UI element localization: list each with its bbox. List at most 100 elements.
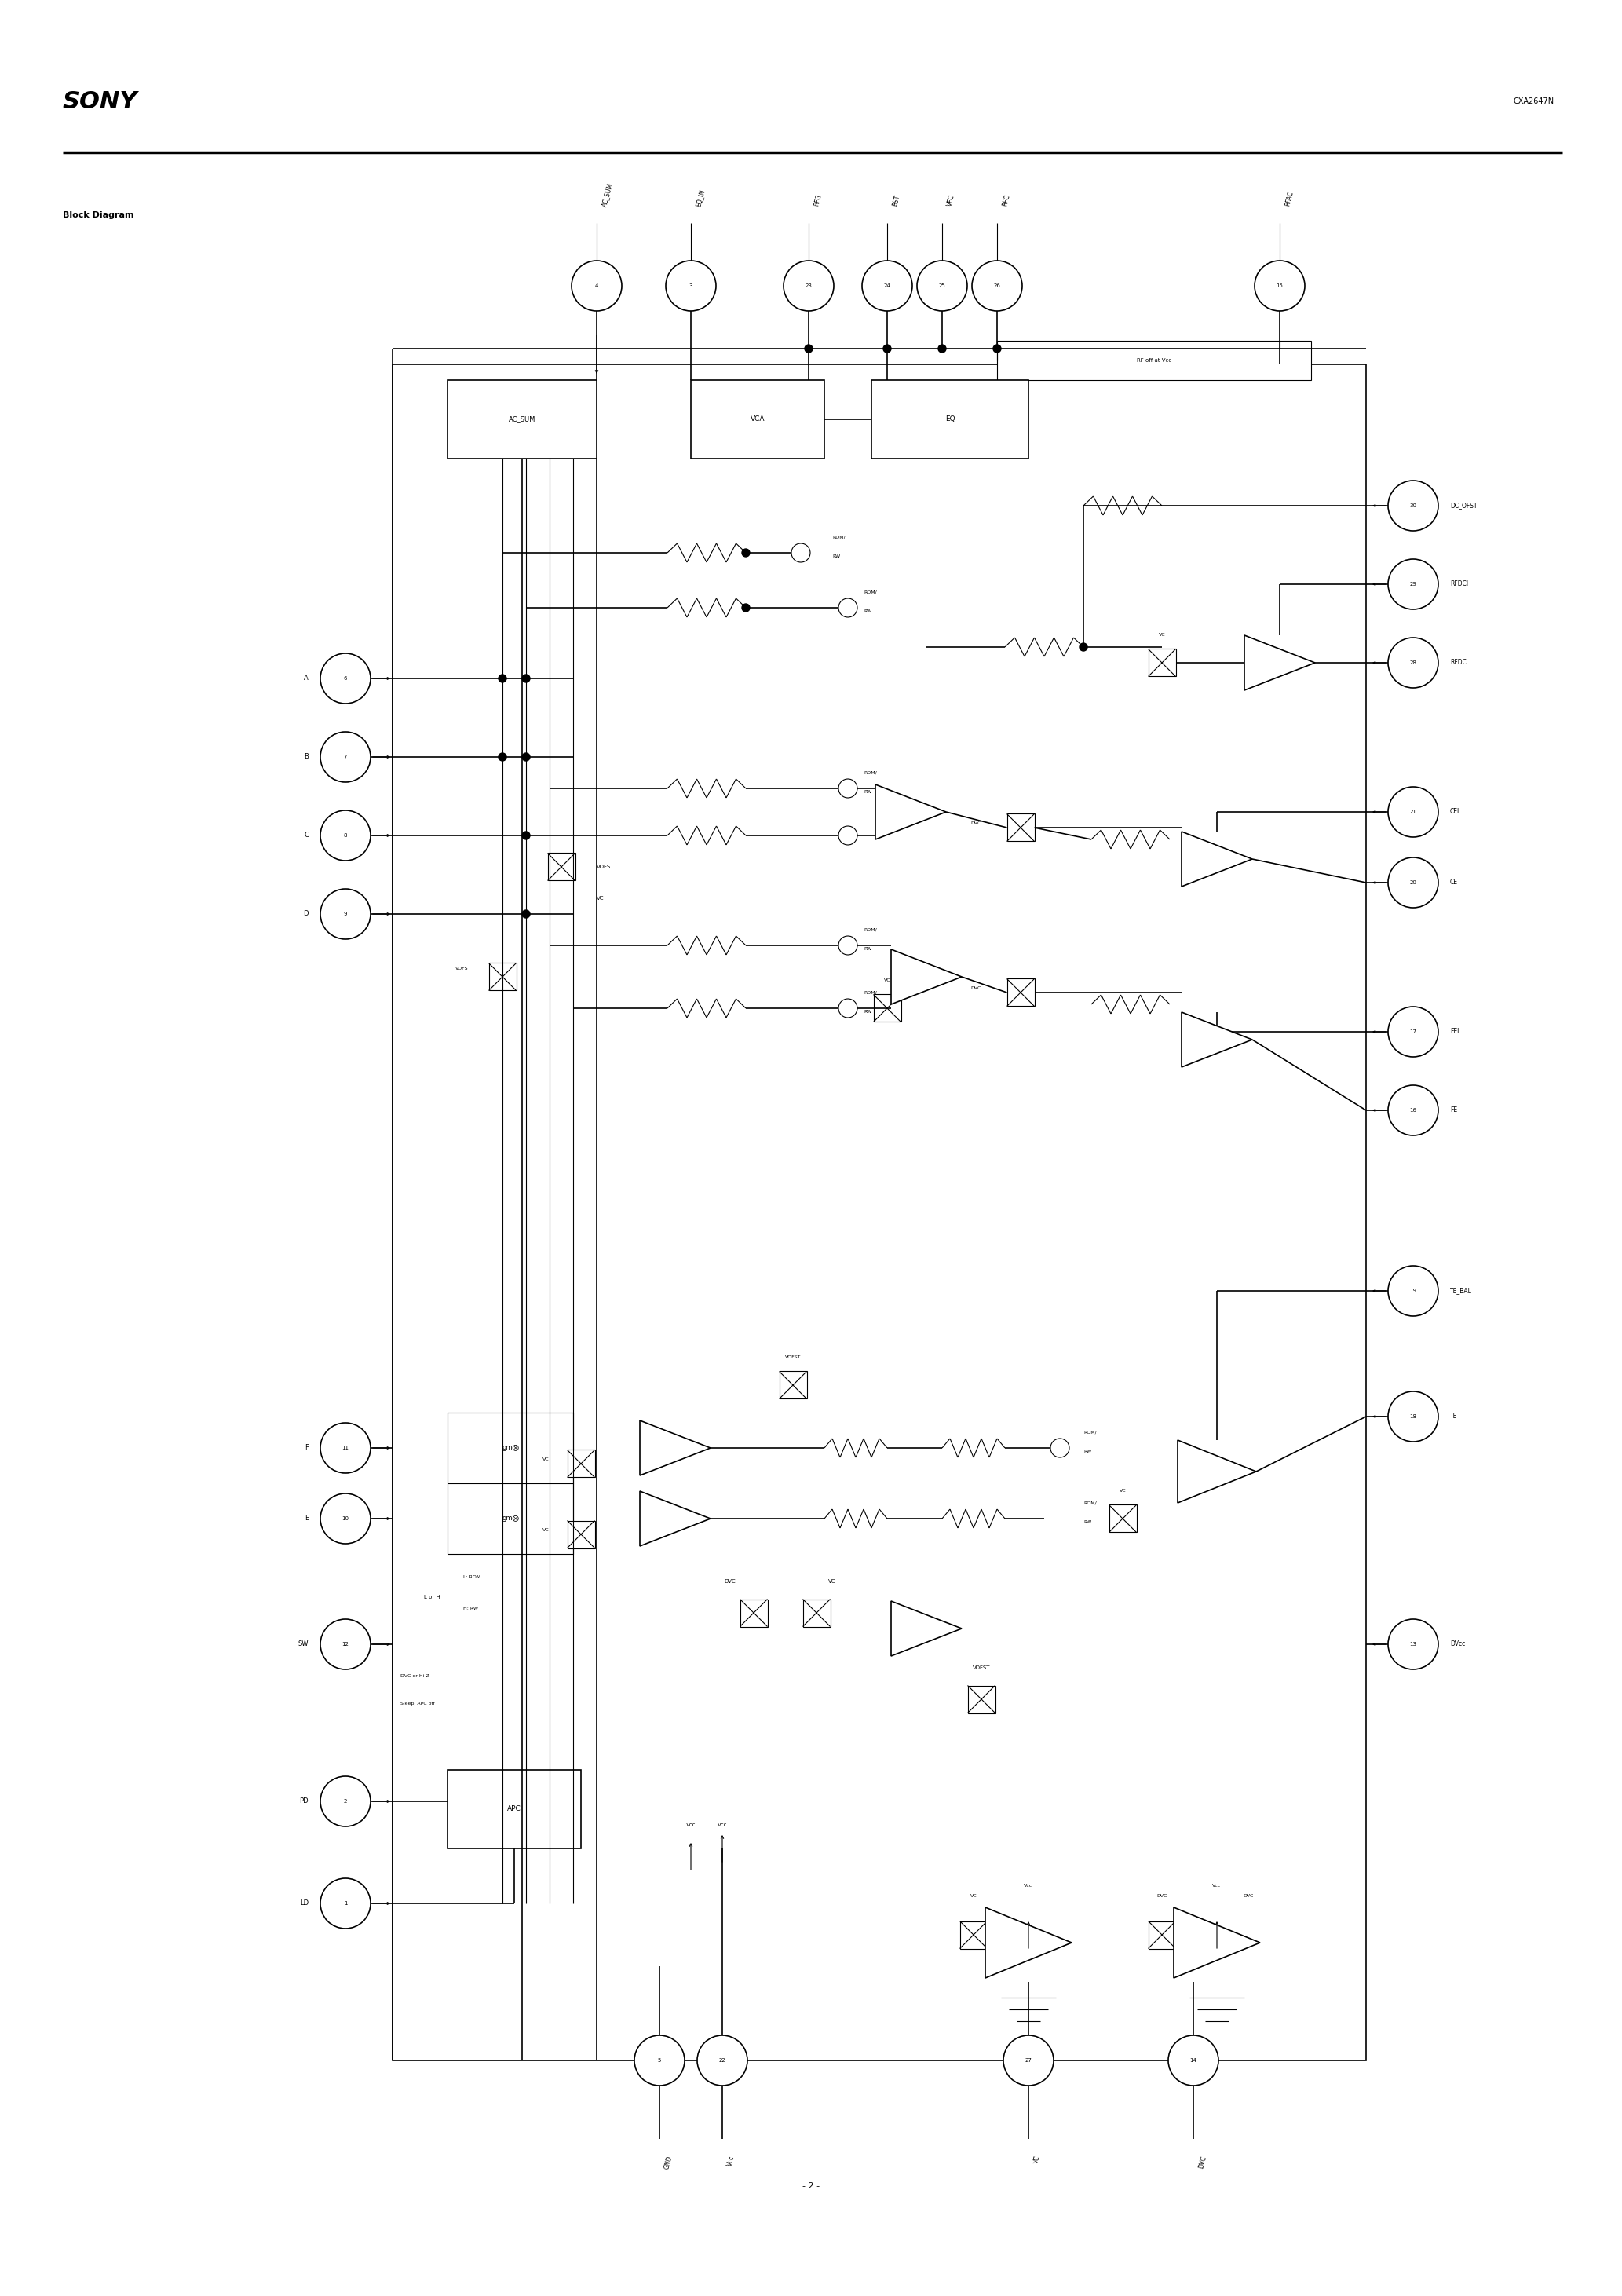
Text: 28: 28 [1410, 661, 1416, 666]
Circle shape [522, 909, 530, 918]
Text: 11: 11 [342, 1446, 349, 1451]
Bar [740, 1598, 767, 1626]
Text: CEI: CEI [1450, 808, 1460, 815]
Text: DVC: DVC [972, 987, 981, 990]
Text: ROM/: ROM/ [1083, 1502, 1096, 1504]
Circle shape [320, 654, 370, 703]
Text: 10: 10 [342, 1515, 349, 1520]
Text: FEI: FEI [1450, 1029, 1460, 1035]
Circle shape [320, 1492, 370, 1543]
Circle shape [571, 262, 621, 310]
Text: 21: 21 [1410, 810, 1416, 815]
Text: RFG: RFG [813, 193, 822, 207]
Text: PD: PD [300, 1798, 308, 1805]
Circle shape [916, 262, 967, 310]
Text: RF off at Vcc: RF off at Vcc [1137, 358, 1171, 363]
Text: Vcc: Vcc [1213, 1883, 1221, 1887]
Text: ROM/: ROM/ [863, 590, 878, 595]
Text: 5: 5 [659, 2057, 662, 2062]
Text: - 2 -: - 2 - [803, 2181, 819, 2190]
Bar [998, 340, 1311, 381]
Circle shape [1388, 560, 1439, 608]
Text: 18: 18 [1410, 1414, 1416, 1419]
Bar [960, 1922, 988, 1949]
Text: 30: 30 [1410, 503, 1416, 507]
Text: RFDCI: RFDCI [1450, 581, 1468, 588]
Circle shape [1051, 1440, 1069, 1458]
Text: SW: SW [298, 1642, 308, 1649]
Circle shape [522, 831, 530, 840]
Circle shape [1080, 643, 1087, 652]
Text: TE_BAL: TE_BAL [1450, 1288, 1471, 1295]
Bar [1148, 650, 1176, 677]
Circle shape [1388, 856, 1439, 907]
Text: 23: 23 [805, 282, 813, 289]
Text: Vcc: Vcc [686, 1823, 696, 1828]
Bar [568, 1520, 595, 1548]
Bar [448, 1770, 581, 1848]
Text: ROM/: ROM/ [832, 535, 845, 540]
Bar [548, 854, 576, 882]
Text: L or H: L or H [423, 1596, 440, 1600]
Polygon shape [1244, 636, 1315, 691]
Text: DVC: DVC [1242, 1894, 1254, 1896]
Polygon shape [1181, 831, 1252, 886]
Bar [448, 1412, 573, 1483]
Text: VOFST: VOFST [456, 967, 470, 971]
Text: APC: APC [508, 1805, 521, 1814]
Circle shape [1388, 1619, 1439, 1669]
Text: LD: LD [300, 1899, 308, 1908]
Text: 22: 22 [719, 2057, 725, 2062]
Circle shape [805, 344, 813, 354]
Text: RW: RW [863, 611, 871, 613]
Text: 24: 24 [884, 282, 890, 289]
Text: CE: CE [1450, 879, 1458, 886]
Text: VOFST: VOFST [973, 1665, 989, 1669]
Bar [448, 1483, 573, 1554]
Text: SONY: SONY [63, 90, 138, 113]
Circle shape [839, 999, 858, 1017]
Circle shape [783, 262, 834, 310]
Text: DVcc: DVcc [1450, 1642, 1465, 1649]
Text: ROM/: ROM/ [863, 990, 878, 994]
Text: ROM/: ROM/ [1083, 1430, 1096, 1435]
Text: 27: 27 [1025, 2057, 1032, 2062]
Circle shape [665, 262, 715, 310]
Circle shape [320, 889, 370, 939]
Text: Vcc: Vcc [717, 1823, 727, 1828]
Text: 20: 20 [1410, 879, 1416, 884]
Text: 1: 1 [344, 1901, 347, 1906]
Text: E: E [305, 1515, 308, 1522]
Text: RW: RW [1083, 1520, 1092, 1525]
Text: L: ROM: L: ROM [464, 1575, 480, 1580]
Bar [873, 994, 900, 1022]
Bar [1007, 813, 1035, 840]
Text: 4: 4 [595, 282, 599, 289]
Text: 2: 2 [344, 1800, 347, 1805]
Text: VC: VC [829, 1580, 835, 1584]
Text: VC: VC [970, 1894, 976, 1896]
Circle shape [839, 937, 858, 955]
Circle shape [792, 544, 811, 563]
Circle shape [320, 1777, 370, 1825]
Text: GND: GND [663, 2154, 673, 2170]
Circle shape [1388, 1391, 1439, 1442]
Circle shape [1388, 1086, 1439, 1137]
Text: 15: 15 [1277, 282, 1283, 289]
Text: 16: 16 [1410, 1109, 1416, 1114]
Text: RFDC: RFDC [1450, 659, 1466, 666]
Polygon shape [639, 1490, 710, 1545]
Circle shape [1254, 262, 1304, 310]
Circle shape [861, 262, 912, 310]
Text: DC_OFST: DC_OFST [1450, 503, 1478, 510]
Text: RW: RW [1083, 1449, 1092, 1453]
Text: 14: 14 [1191, 2057, 1197, 2062]
Text: Sleep, APC off: Sleep, APC off [401, 1701, 435, 1706]
Circle shape [741, 549, 749, 556]
Circle shape [1388, 1265, 1439, 1316]
Text: AC_SUM: AC_SUM [509, 416, 535, 422]
Text: Block Diagram: Block Diagram [63, 211, 135, 218]
Text: 26: 26 [994, 282, 1001, 289]
Polygon shape [1181, 1013, 1252, 1068]
Text: EQ_IN: EQ_IN [694, 188, 706, 207]
